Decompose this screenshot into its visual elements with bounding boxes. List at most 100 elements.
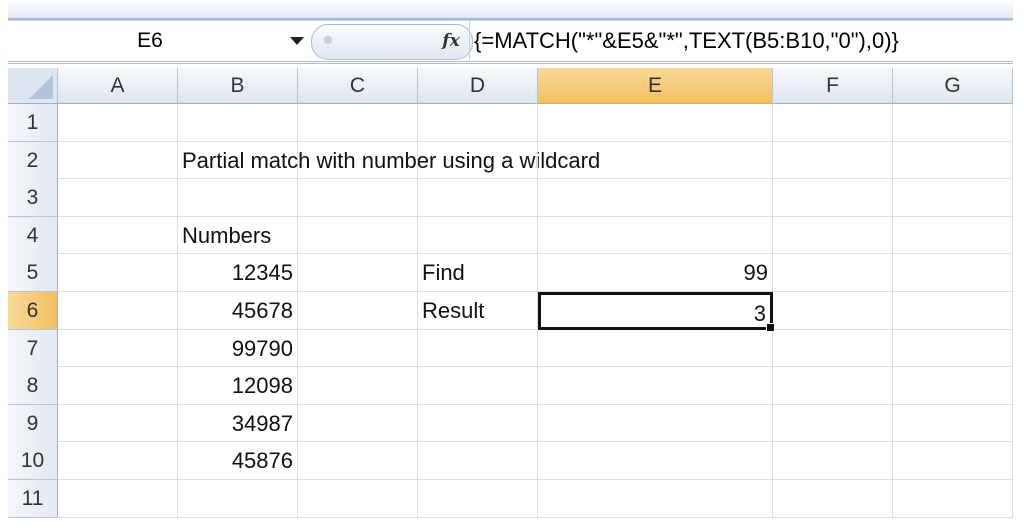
cell-c6[interactable] [298, 292, 418, 330]
cell-c10[interactable] [298, 442, 418, 480]
cell-c5[interactable] [298, 254, 418, 292]
cell-e7[interactable] [538, 329, 773, 368]
cell-d9[interactable] [418, 404, 538, 443]
cell-d7[interactable] [418, 329, 538, 368]
cell-g11[interactable] [893, 480, 1013, 518]
column-header-f[interactable]: F [773, 68, 893, 104]
cell-b7[interactable]: 99790 [178, 329, 298, 368]
cell-f3[interactable] [773, 179, 893, 217]
cell-d5[interactable]: Find [418, 254, 538, 292]
cell-f1[interactable] [773, 104, 893, 142]
fill-handle[interactable] [766, 322, 775, 332]
cell-c8[interactable] [298, 367, 418, 405]
cell-g2[interactable] [893, 141, 1013, 180]
row-header-2[interactable]: 2 [8, 141, 58, 180]
cell-f10[interactable] [773, 442, 893, 480]
cell-e5[interactable]: 99 [538, 254, 773, 292]
cell-e4[interactable] [538, 216, 773, 255]
column-header-d[interactable]: D [418, 68, 538, 104]
cell-f11[interactable] [773, 480, 893, 518]
cell-c11[interactable] [298, 480, 418, 518]
cell-e2[interactable] [538, 141, 773, 180]
cell-b11[interactable] [178, 480, 298, 518]
cell-f5[interactable] [773, 254, 893, 292]
cell-g10[interactable] [893, 442, 1013, 480]
row-header-3[interactable]: 3 [8, 179, 58, 218]
cell-e9[interactable] [538, 404, 773, 443]
cell-c1[interactable] [298, 104, 418, 142]
formula-bar-splitter[interactable] [311, 24, 473, 60]
row-header-6[interactable]: 6 [8, 292, 58, 330]
cell-b9[interactable]: 34987 [178, 404, 298, 443]
cell-f4[interactable] [773, 216, 893, 255]
cell-d6[interactable]: Result [418, 292, 538, 330]
row-header-10[interactable]: 10 [8, 442, 58, 481]
cell-b5[interactable]: 12345 [178, 254, 298, 292]
cell-f7[interactable] [773, 329, 893, 368]
cell-c3[interactable] [298, 179, 418, 217]
cell-b6[interactable]: 45678 [178, 292, 298, 330]
cell-e1[interactable] [538, 104, 773, 142]
cell-g7[interactable] [893, 329, 1013, 368]
cell-f2[interactable] [773, 141, 893, 180]
cell-g4[interactable] [893, 216, 1013, 255]
cell-a10[interactable] [58, 442, 178, 480]
cell-b2[interactable]: Partial match with number using a wildca… [178, 141, 600, 180]
column-header-c[interactable]: C [298, 68, 418, 104]
cell-a4[interactable] [58, 216, 178, 255]
cell-g1[interactable] [893, 104, 1013, 142]
column-header-b[interactable]: B [178, 68, 298, 104]
cell-c7[interactable] [298, 329, 418, 368]
cell-b3[interactable] [178, 179, 298, 217]
cell-d2[interactable] [418, 141, 538, 180]
cell-a8[interactable] [58, 367, 178, 405]
row-header-4[interactable]: 4 [8, 216, 58, 255]
cell-e8[interactable] [538, 367, 773, 405]
cell-e6[interactable]: 3 [538, 292, 775, 332]
cell-d10[interactable] [418, 442, 538, 480]
cell-a7[interactable] [58, 329, 178, 368]
cell-a1[interactable] [58, 104, 178, 142]
cell-a9[interactable] [58, 404, 178, 443]
row-header-9[interactable]: 9 [8, 404, 58, 443]
cell-g3[interactable] [893, 179, 1013, 217]
cell-f9[interactable] [773, 404, 893, 443]
row-header-8[interactable]: 8 [8, 367, 58, 406]
row-header-7[interactable]: 7 [8, 329, 58, 368]
cell-a6[interactable] [58, 292, 178, 330]
column-header-e[interactable]: E [538, 68, 773, 104]
cell-d3[interactable] [418, 179, 538, 217]
cell-e3[interactable] [538, 179, 773, 217]
cell-d4[interactable] [418, 216, 538, 255]
insert-function-icon[interactable]: fx [433, 21, 470, 61]
select-all-button[interactable] [8, 68, 58, 104]
cell-d8[interactable] [418, 367, 538, 405]
cell-c4[interactable] [298, 216, 418, 255]
name-box[interactable]: E6 [20, 21, 304, 61]
cell-d11[interactable] [418, 480, 538, 518]
formula-input[interactable]: {=MATCH("*"&E5&"*",TEXT(B5:B10,"0"),0)} [474, 28, 899, 53]
cell-e10[interactable] [538, 442, 773, 480]
cell-d1[interactable] [418, 104, 538, 142]
column-header-a[interactable]: A [58, 68, 178, 104]
chevron-down-icon[interactable] [290, 37, 304, 45]
cell-b1[interactable] [178, 104, 298, 142]
cell-e11[interactable] [538, 480, 773, 518]
cell-a3[interactable] [58, 179, 178, 217]
column-header-g[interactable]: G [893, 68, 1013, 104]
cell-b4[interactable]: Numbers [178, 216, 298, 255]
cell-g6[interactable] [893, 292, 1013, 330]
cell-a11[interactable] [58, 480, 178, 518]
row-header-1[interactable]: 1 [8, 104, 58, 142]
cell-a5[interactable] [58, 254, 178, 292]
row-header-11[interactable]: 11 [8, 480, 58, 518]
cell-f8[interactable] [773, 367, 893, 405]
cell-b8[interactable]: 12098 [178, 367, 298, 405]
cell-c9[interactable] [298, 404, 418, 443]
cell-g8[interactable] [893, 367, 1013, 405]
cell-f6[interactable] [773, 292, 893, 330]
cell-g5[interactable] [893, 254, 1013, 292]
cell-c2[interactable] [298, 141, 418, 180]
row-header-5[interactable]: 5 [8, 254, 58, 293]
cell-b10[interactable]: 45876 [178, 442, 298, 480]
